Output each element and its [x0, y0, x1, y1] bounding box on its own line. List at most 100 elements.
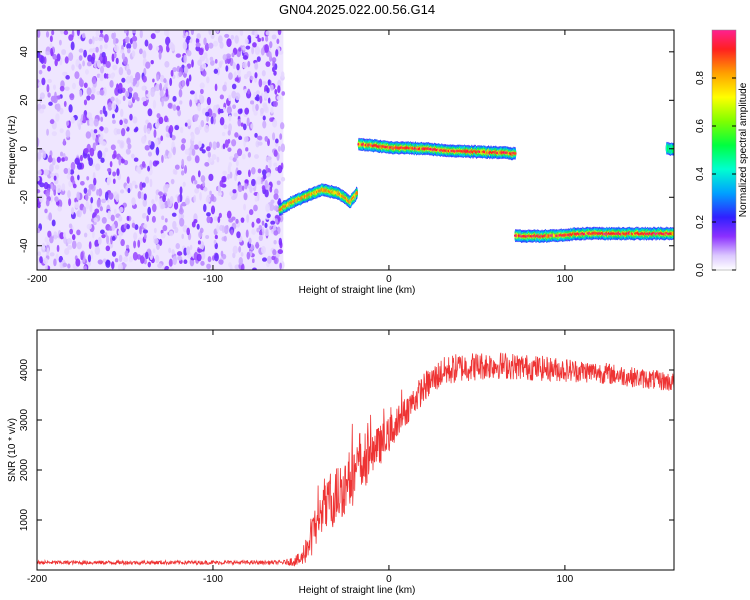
noise-speckle	[43, 169, 49, 176]
noise-speckle	[132, 41, 138, 50]
noise-speckle	[234, 132, 239, 138]
noise-speckle	[210, 59, 215, 66]
noise-speckle	[85, 69, 89, 75]
noise-speckle	[113, 44, 120, 53]
noise-speckle	[232, 245, 238, 254]
noise-speckle	[220, 250, 224, 257]
noise-speckle	[228, 114, 232, 122]
noise-speckle	[152, 99, 157, 109]
noise-speckle	[52, 96, 58, 104]
noise-speckle	[277, 165, 283, 174]
noise-speckle	[67, 190, 71, 199]
noise-speckle	[268, 160, 272, 168]
noise-speckle	[102, 258, 107, 263]
noise-speckle	[274, 88, 278, 95]
noise-speckle	[254, 62, 259, 70]
noise-speckle	[183, 259, 188, 265]
noise-speckle	[272, 119, 278, 128]
noise-speckle	[128, 100, 132, 106]
noise-speckle	[105, 61, 111, 69]
noise-speckle	[38, 194, 44, 203]
noise-speckle	[247, 88, 251, 95]
noise-speckle	[145, 90, 148, 95]
noise-speckle	[203, 203, 207, 213]
noise-speckle	[78, 78, 84, 87]
noise-speckle	[194, 187, 200, 194]
noise-speckle	[69, 169, 75, 175]
noise-speckle	[126, 176, 130, 184]
noise-speckle	[271, 57, 277, 63]
noise-speckle	[70, 161, 76, 171]
noise-speckle	[65, 129, 71, 138]
noise-speckle	[95, 46, 99, 53]
noise-speckle	[111, 235, 116, 242]
noise-speckle	[262, 115, 266, 121]
noise-speckle	[244, 38, 249, 45]
noise-speckle	[142, 50, 147, 59]
noise-speckle	[119, 206, 124, 213]
noise-speckle	[179, 217, 185, 227]
noise-speckle	[207, 157, 213, 163]
noise-speckle	[181, 80, 186, 87]
noise-speckle	[256, 176, 262, 185]
noise-speckle	[70, 116, 75, 124]
noise-speckle	[226, 210, 232, 219]
noise-speckle	[132, 30, 137, 34]
noise-speckle	[159, 88, 164, 98]
noise-speckle	[78, 55, 83, 61]
noise-speckle	[270, 106, 274, 114]
noise-speckle	[251, 258, 255, 264]
noise-speckle	[151, 199, 155, 205]
noise-speckle	[244, 181, 248, 190]
noise-speckle	[48, 212, 53, 221]
noise-speckle	[193, 114, 199, 119]
spectrogram-x-ticks: -200 -100 0 100	[27, 30, 574, 285]
noise-speckle	[198, 124, 202, 131]
noise-speckle	[193, 144, 200, 150]
noise-speckle	[156, 113, 161, 119]
noise-speckle	[203, 187, 208, 192]
noise-speckle	[76, 30, 80, 37]
noise-speckle	[150, 88, 155, 98]
noise-speckle	[247, 60, 251, 68]
noise-speckle	[107, 210, 112, 220]
noise-speckle	[174, 124, 180, 131]
noise-speckle	[105, 245, 111, 252]
noise-speckle	[171, 134, 176, 141]
noise-speckle	[236, 231, 241, 239]
noise-speckle	[152, 78, 155, 83]
noise-speckle	[94, 246, 101, 255]
noise-speckle	[83, 187, 88, 194]
noise-speckle	[95, 163, 101, 171]
noise-speckle	[158, 191, 163, 196]
noise-speckle	[243, 203, 247, 211]
noise-speckle	[182, 41, 188, 50]
noise-speckle	[144, 39, 149, 47]
spectrogram-y-ticks: -40 -20 0 20 40	[19, 46, 674, 253]
noise-speckle	[190, 133, 195, 142]
noise-speckle	[53, 258, 57, 267]
noise-speckle	[117, 139, 121, 144]
noise-speckle	[46, 84, 50, 93]
noise-speckle	[199, 88, 204, 95]
noise-speckle	[184, 148, 190, 155]
noise-speckle	[253, 109, 258, 116]
noise-speckle	[221, 132, 226, 137]
noise-speckle	[153, 227, 157, 234]
noise-speckle	[38, 108, 45, 114]
noise-speckle	[274, 218, 279, 224]
noise-speckle	[131, 153, 135, 159]
noise-speckle	[51, 30, 55, 36]
noise-speckle	[237, 118, 241, 127]
noise-speckle	[170, 178, 175, 185]
noise-speckle	[254, 30, 258, 38]
noise-speckle	[133, 232, 138, 241]
noise-speckle	[165, 149, 169, 156]
noise-speckle	[194, 126, 201, 135]
noise-speckle	[251, 178, 256, 187]
noise-speckle	[112, 113, 115, 119]
noise-speckle	[202, 70, 207, 77]
noise-speckle	[167, 152, 172, 159]
noise-speckle	[250, 76, 254, 81]
